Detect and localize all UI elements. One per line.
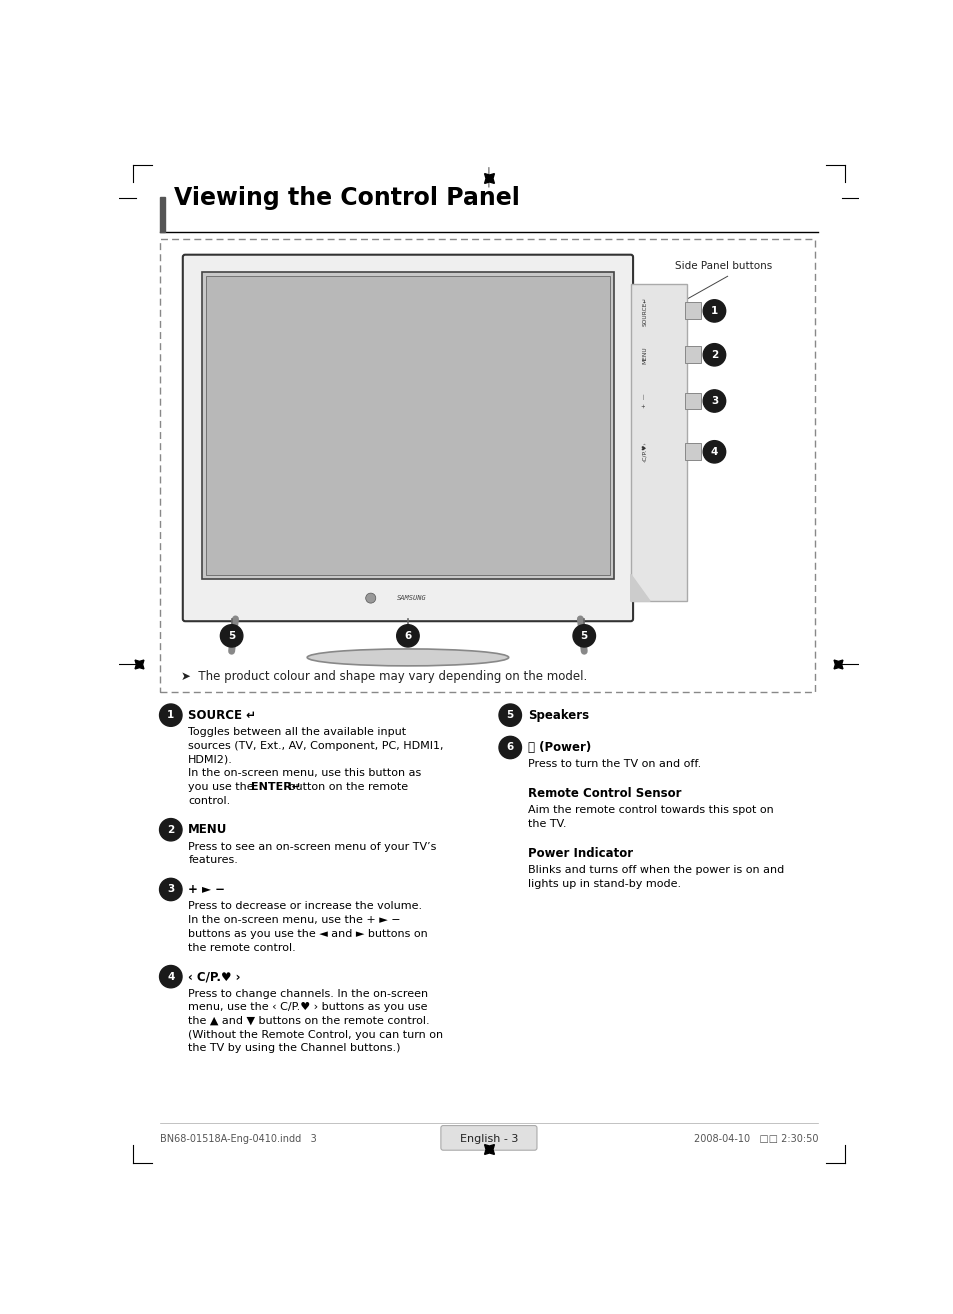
- Text: 2: 2: [710, 350, 718, 360]
- Text: Speakers: Speakers: [527, 708, 588, 721]
- Text: MENU: MENU: [641, 346, 646, 364]
- Circle shape: [702, 344, 725, 367]
- Text: Press to turn the TV on and off.: Press to turn the TV on and off.: [527, 759, 700, 770]
- Bar: [684, 347, 700, 363]
- Text: Press to change channels. In the on-screen: Press to change channels. In the on-scre…: [188, 988, 428, 999]
- Bar: [684, 302, 700, 319]
- Text: 3: 3: [710, 396, 718, 406]
- Text: Press to see an on-screen menu of your TV’s: Press to see an on-screen menu of your T…: [188, 842, 436, 851]
- Text: Remote Control Sensor: Remote Control Sensor: [527, 787, 680, 800]
- Text: Press to decrease or increase the volume.: Press to decrease or increase the volume…: [188, 901, 422, 912]
- Circle shape: [159, 966, 182, 988]
- Text: 4: 4: [710, 447, 718, 457]
- Text: 6: 6: [404, 631, 411, 641]
- Text: you use the: you use the: [188, 782, 257, 792]
- Text: 2: 2: [167, 825, 174, 834]
- Text: menu, use the ‹ C/P.♥ › buttons as you use: menu, use the ‹ C/P.♥ › buttons as you u…: [188, 1003, 427, 1012]
- Circle shape: [573, 624, 595, 646]
- Circle shape: [220, 624, 243, 646]
- Text: 5: 5: [228, 631, 235, 641]
- Circle shape: [702, 440, 725, 463]
- Text: 5: 5: [580, 631, 587, 641]
- Text: BN68-01518A-Eng-0410.indd   3: BN68-01518A-Eng-0410.indd 3: [159, 1134, 316, 1143]
- Text: 4: 4: [167, 971, 174, 982]
- Bar: [684, 393, 700, 410]
- Text: English - 3: English - 3: [459, 1134, 517, 1143]
- Circle shape: [498, 704, 521, 727]
- Text: 1: 1: [167, 710, 174, 720]
- Text: 1: 1: [710, 306, 718, 315]
- Text: MENU: MENU: [188, 824, 228, 836]
- Text: 3: 3: [167, 884, 174, 895]
- FancyBboxPatch shape: [440, 1126, 537, 1150]
- Text: HDMI2).: HDMI2).: [188, 754, 233, 765]
- Text: SOURCE↵: SOURCE↵: [641, 296, 646, 326]
- Text: sources (TV, Ext., AV, Component, PC, HDMI1,: sources (TV, Ext., AV, Component, PC, HD…: [188, 741, 443, 750]
- Circle shape: [702, 300, 725, 322]
- Text: Blinks and turns off when the power is on and: Blinks and turns off when the power is o…: [527, 865, 783, 875]
- Text: Toggles between all the available input: Toggles between all the available input: [188, 727, 406, 737]
- Text: ➤  The product colour and shape may vary depending on the model.: ➤ The product colour and shape may vary …: [181, 670, 587, 683]
- Circle shape: [396, 624, 418, 646]
- Text: the ▲ and ▼ buttons on the remote control.: the ▲ and ▼ buttons on the remote contro…: [188, 1016, 430, 1026]
- Text: lights up in stand-by mode.: lights up in stand-by mode.: [527, 879, 680, 890]
- Text: SAMSUNG: SAMSUNG: [396, 595, 426, 600]
- Text: Side Panel buttons: Side Panel buttons: [674, 261, 771, 271]
- Text: features.: features.: [188, 855, 238, 866]
- Bar: [202, 272, 613, 579]
- Circle shape: [159, 704, 182, 727]
- Text: In the on-screen menu, use the + ► −: In the on-screen menu, use the + ► −: [188, 915, 400, 925]
- Text: +  —: + —: [641, 394, 646, 409]
- Bar: [159, 239, 815, 692]
- Bar: [159, 197, 165, 233]
- Text: (Without the Remote Control, you can turn on: (Without the Remote Control, you can tur…: [188, 1030, 443, 1039]
- Circle shape: [159, 819, 182, 841]
- Text: + ► −: + ► −: [188, 883, 225, 896]
- Circle shape: [498, 736, 521, 758]
- Text: 6: 6: [506, 742, 514, 753]
- Text: 2008-04-10   □□ 2:30:50: 2008-04-10 □□ 2:30:50: [693, 1134, 818, 1143]
- Circle shape: [702, 390, 725, 413]
- Text: ⏻ (Power): ⏻ (Power): [527, 741, 590, 754]
- Text: Viewing the Control Panel: Viewing the Control Panel: [173, 187, 518, 210]
- Text: ENTER↵: ENTER↵: [252, 782, 301, 792]
- Text: SOURCE ↵: SOURCE ↵: [188, 708, 256, 721]
- Text: button on the remote: button on the remote: [285, 782, 408, 792]
- Bar: [684, 443, 700, 460]
- Text: Power Indicator: Power Indicator: [527, 846, 632, 859]
- Ellipse shape: [307, 649, 508, 666]
- Text: buttons as you use the ◄ and ► buttons on: buttons as you use the ◄ and ► buttons o…: [188, 929, 428, 938]
- Text: 5: 5: [506, 710, 514, 720]
- Polygon shape: [630, 574, 649, 602]
- Bar: [630, 284, 686, 602]
- Text: In the on-screen menu, use this button as: In the on-screen menu, use this button a…: [188, 769, 421, 778]
- Bar: [206, 276, 609, 576]
- Circle shape: [365, 593, 375, 603]
- Circle shape: [159, 878, 182, 900]
- Text: ‹C/P.♥›: ‹C/P.♥›: [641, 442, 646, 463]
- Text: Aim the remote control towards this spot on: Aim the remote control towards this spot…: [527, 805, 773, 816]
- Text: the TV by using the Channel buttons.): the TV by using the Channel buttons.): [188, 1043, 400, 1054]
- Text: the remote control.: the remote control.: [188, 942, 295, 953]
- Text: control.: control.: [188, 796, 231, 805]
- FancyBboxPatch shape: [183, 255, 633, 622]
- Text: the TV.: the TV.: [527, 819, 565, 829]
- Text: ‹ C/P.♥ ›: ‹ C/P.♥ ›: [188, 970, 240, 983]
